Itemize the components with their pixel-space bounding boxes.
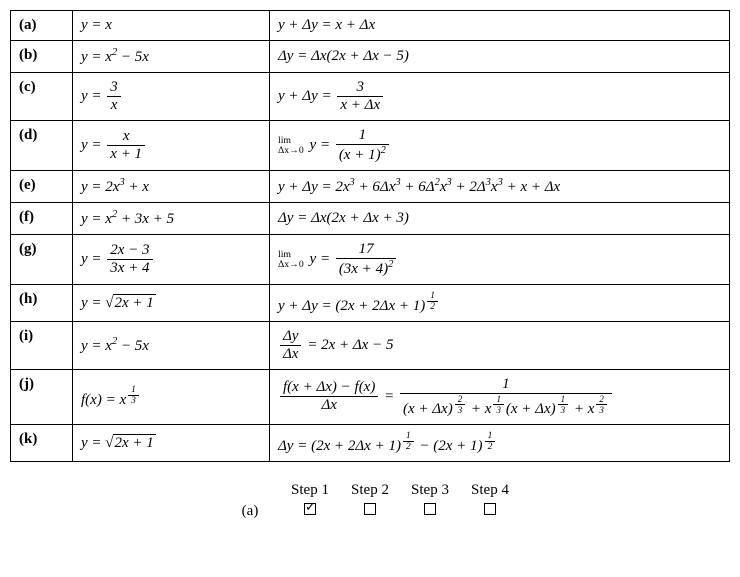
table-row: (i) y = x2 − 5x ΔyΔx = 2x + Δx − 5 xyxy=(11,321,730,369)
cell-left: y = xx + 1 xyxy=(73,121,270,171)
row-label: (h) xyxy=(11,285,73,322)
table-row: (k) y = 2x + 1 Δy = (2x + 2Δx + 1)12 − (… xyxy=(11,424,730,461)
step-checkbox-1[interactable] xyxy=(304,503,316,515)
cell-right: Δy = Δx(2x + Δx + 3) xyxy=(270,203,730,235)
cell-left: y = 2x3 + x xyxy=(73,171,270,203)
row-label: (f) xyxy=(11,203,73,235)
row-label: (b) xyxy=(11,41,73,73)
table-row: (e) y = 2x3 + x y + Δy = 2x3 + 6Δx3 + 6Δ… xyxy=(11,171,730,203)
cell-right: f(x + Δx) − f(x)Δx = 1 (x + Δx)23 + x13(… xyxy=(270,369,730,424)
cell-left: y = x2 − 5x xyxy=(73,321,270,369)
steps-row-label: (a) xyxy=(220,503,280,520)
step-header: Step 3 xyxy=(400,482,460,499)
row-label: (e) xyxy=(11,171,73,203)
cell-left: y = 2x + 1 xyxy=(73,285,270,322)
table-row: (g) y = 2x − 33x + 4 limΔx→0 y = 17(3x +… xyxy=(11,235,730,285)
cell-right: ΔyΔx = 2x + Δx − 5 xyxy=(270,321,730,369)
cell-right: Δy = (2x + 2Δx + 1)12 − (2x + 1)12 xyxy=(270,424,730,461)
step-checkbox-4[interactable] xyxy=(484,503,496,515)
cell-right: Δy = Δx(2x + Δx − 5) xyxy=(270,41,730,73)
table-row: (b) y = x2 − 5x Δy = Δx(2x + Δx − 5) xyxy=(11,41,730,73)
cell-right: limΔx→0 y = 17(3x + 4)2 xyxy=(270,235,730,285)
row-label: (i) xyxy=(11,321,73,369)
cell-left: y = x2 − 5x xyxy=(73,41,270,73)
cell-left: f(x) = x13 xyxy=(73,369,270,424)
table-row: (j) f(x) = x13 f(x + Δx) − f(x)Δx = 1 (x… xyxy=(11,369,730,424)
row-label: (d) xyxy=(11,121,73,171)
steps-grid: Step 1 Step 2 Step 3 Step 4 (a) xyxy=(10,482,730,520)
cell-right: y + Δy = 2x3 + 6Δx3 + 6Δ2x3 + 2Δ3x3 + x … xyxy=(270,171,730,203)
cell-left: y = 2x + 1 xyxy=(73,424,270,461)
cell-left: y = x2 + 3x + 5 xyxy=(73,203,270,235)
cell-right: y + Δy = x + Δx xyxy=(270,11,730,41)
step-checkbox-3[interactable] xyxy=(424,503,436,515)
step-checkbox-2[interactable] xyxy=(364,503,376,515)
table-row: (d) y = xx + 1 limΔx→0 y = 1(x + 1)2 xyxy=(11,121,730,171)
step-header: Step 2 xyxy=(340,482,400,499)
table-row: (h) y = 2x + 1 y + Δy = (2x + 2Δx + 1)12 xyxy=(11,285,730,322)
cell-right: limΔx→0 y = 1(x + 1)2 xyxy=(270,121,730,171)
step-header: Step 1 xyxy=(280,482,340,499)
row-label: (g) xyxy=(11,235,73,285)
row-label: (a) xyxy=(11,11,73,41)
equations-table: (a) y = x y + Δy = x + Δx (b) y = x2 − 5… xyxy=(10,10,730,462)
table-row: (a) y = x y + Δy = x + Δx xyxy=(11,11,730,41)
cell-right: y + Δy = (2x + 2Δx + 1)12 xyxy=(270,285,730,322)
table-row: (c) y = 3x y + Δy = 3x + Δx xyxy=(11,73,730,121)
row-label: (c) xyxy=(11,73,73,121)
cell-right: y + Δy = 3x + Δx xyxy=(270,73,730,121)
table-row: (f) y = x2 + 3x + 5 Δy = Δx(2x + Δx + 3) xyxy=(11,203,730,235)
cell-left: y = 3x xyxy=(73,73,270,121)
cell-left: y = x xyxy=(73,11,270,41)
step-header: Step 4 xyxy=(460,482,520,499)
cell-left: y = 2x − 33x + 4 xyxy=(73,235,270,285)
row-label: (j) xyxy=(11,369,73,424)
row-label: (k) xyxy=(11,424,73,461)
